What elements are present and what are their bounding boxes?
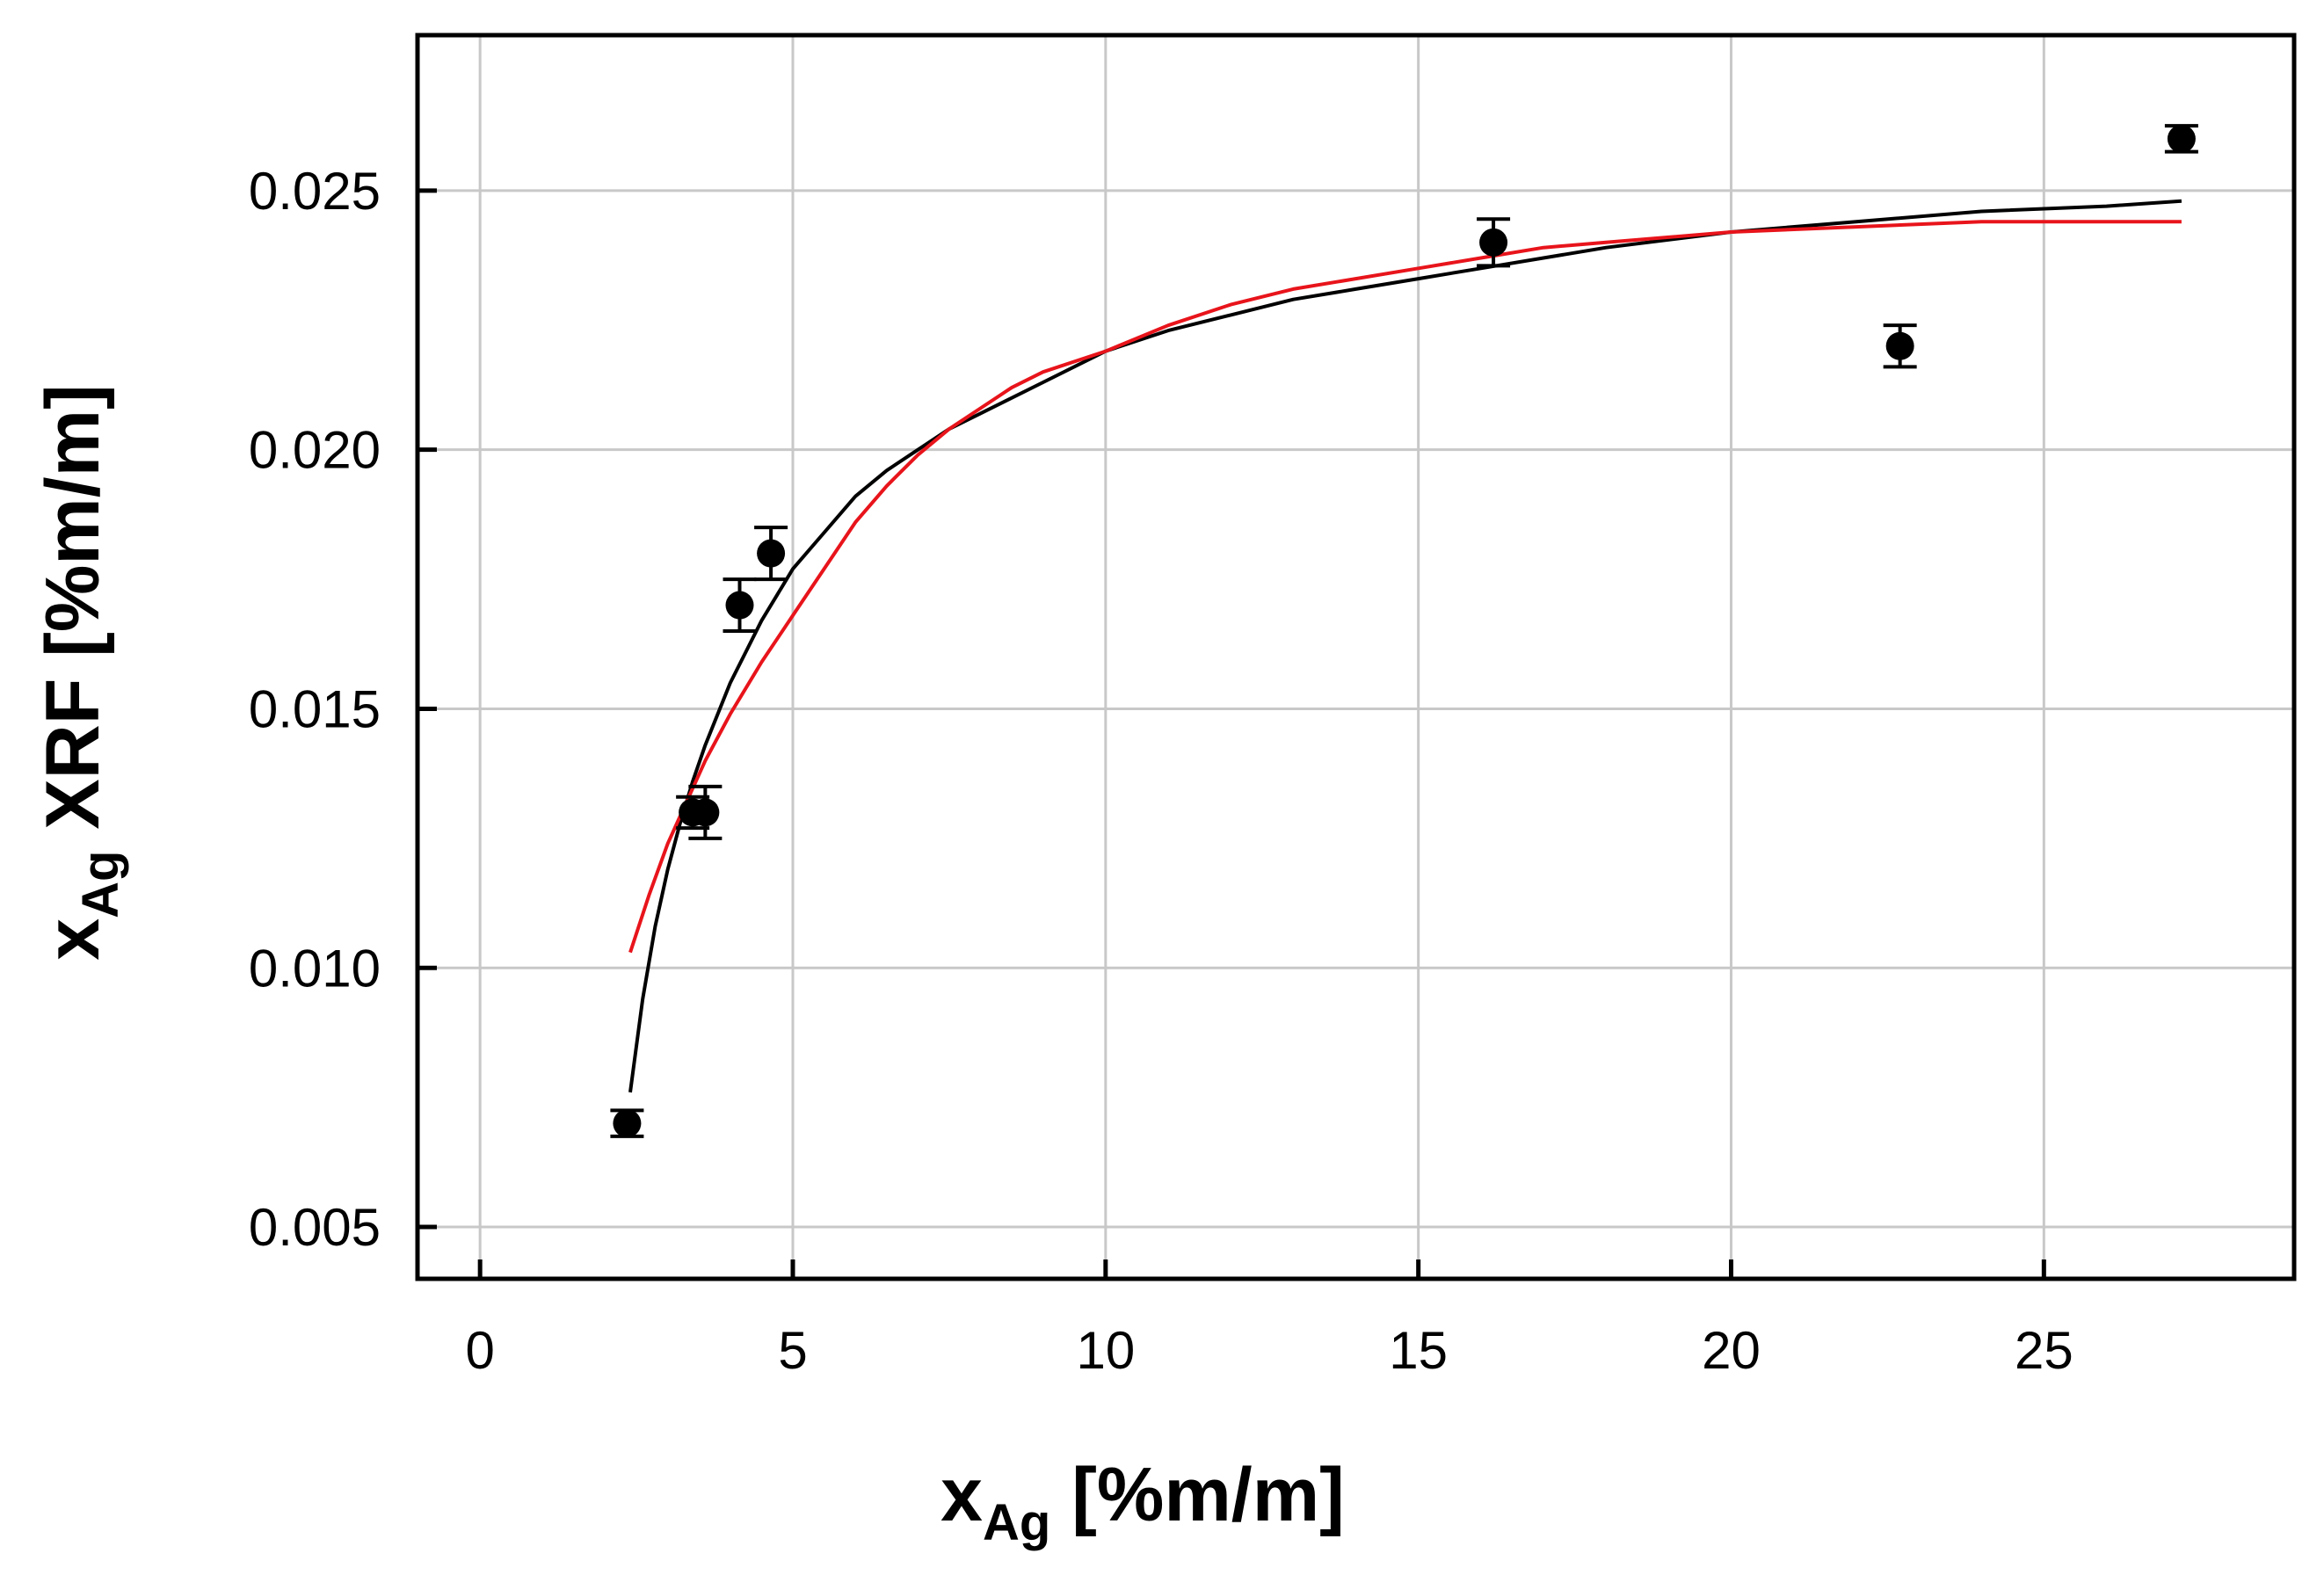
data-points (610, 124, 2198, 1138)
y-tick-label: 0.025 (249, 162, 381, 221)
data-point (1477, 217, 1511, 268)
data-point (723, 577, 757, 634)
x-tick-label: 25 (2015, 1321, 2073, 1380)
x-tick-label: 10 (1076, 1321, 1135, 1380)
y-axis-label: xAg XRF [%m/m] (31, 384, 129, 961)
point-marker (725, 591, 754, 620)
point-marker (2167, 124, 2196, 153)
fit-curve-red (628, 220, 2182, 954)
fit-curve-black (628, 199, 2182, 1093)
y-tick-label: 0.005 (249, 1198, 381, 1257)
x-tick-label: 20 (1702, 1321, 1761, 1380)
point-marker (613, 1109, 642, 1138)
data-point (1883, 323, 1917, 369)
y-axis-label-base: x (31, 918, 115, 961)
plot-frame (415, 33, 2297, 1281)
y-tick-label: 0.010 (249, 939, 381, 998)
point-marker (757, 539, 786, 568)
x-axis-label-rest: [%m/m] (1050, 1453, 1344, 1537)
data-point (754, 526, 788, 582)
point-marker (1479, 228, 1508, 257)
data-point (688, 784, 723, 840)
x-axis-label: xAg [%m/m] (940, 1453, 1345, 1551)
axis-ticks: 0 5 10 15 20 25 0.005 0.010 0.015 0.020 0.025 (249, 162, 2073, 1380)
x-tick-label: 5 (778, 1321, 807, 1380)
fit-curves (628, 199, 2182, 1093)
y-tick-label: 0.020 (249, 421, 381, 480)
point-marker (1885, 331, 1914, 360)
data-point (610, 1108, 644, 1138)
x-tick-label: 15 (1389, 1321, 1448, 1380)
x-tick-label: 0 (465, 1321, 494, 1380)
data-point (2164, 124, 2198, 154)
point-marker (691, 798, 720, 827)
y-axis-label-rest: XRF [%m/m] (31, 384, 115, 850)
x-axis-label-sub: Ag (983, 1494, 1050, 1551)
y-tick-label: 0.015 (249, 679, 381, 738)
y-axis-label-sub: Ag (72, 851, 129, 918)
grid (418, 35, 2294, 1279)
x-axis-label-base: x (940, 1453, 983, 1537)
